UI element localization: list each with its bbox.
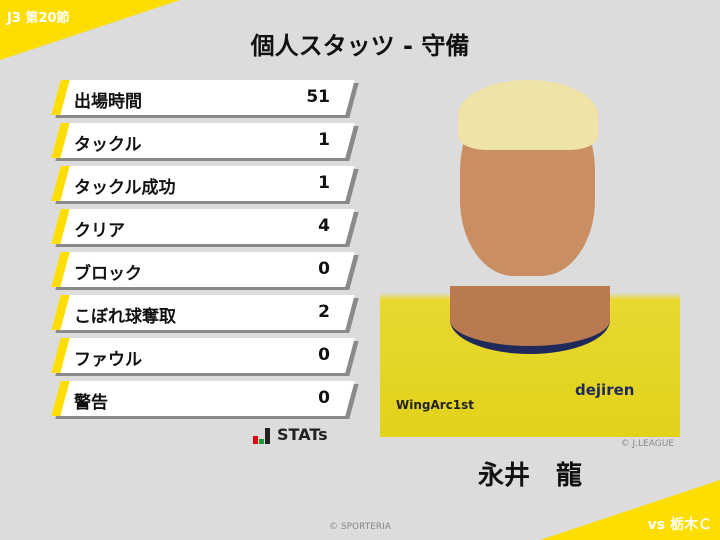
stat-value: 0: [318, 388, 330, 408]
stat-row: タックル成功 1: [51, 166, 359, 204]
stats-logo: STATs: [253, 425, 328, 444]
stat-value: 51: [306, 87, 330, 107]
round-label: J3 第20節: [7, 11, 70, 26]
stat-value: 1: [318, 173, 330, 193]
stat-label: ファウル: [74, 350, 142, 370]
player-photo: WingArc1st dejiren: [380, 76, 680, 437]
stat-value: 1: [318, 130, 330, 150]
stat-label: タックル成功: [74, 178, 176, 198]
stat-value: 4: [318, 216, 330, 236]
stat-value: 0: [318, 259, 330, 279]
sponsor-wingarc: WingArc1st: [396, 398, 475, 412]
photo-credit: © J.LEAGUE: [620, 439, 674, 449]
stat-label: こぼれ球奪取: [74, 307, 176, 327]
stat-row: 警告 0: [51, 381, 359, 419]
copyright: © SPORTERIA: [329, 522, 391, 532]
stat-value: 0: [318, 345, 330, 365]
corner-accent-top: [0, 0, 180, 60]
corner-accent-bottom: [540, 480, 720, 540]
stat-label: タックル: [74, 135, 142, 155]
stat-label: クリア: [74, 221, 125, 241]
player-hair: [458, 80, 598, 150]
opponent-label: vs 栃木Ｃ: [647, 517, 712, 533]
bar-chart-icon: [253, 428, 270, 444]
stat-label: ブロック: [74, 264, 142, 284]
player-name: 永井 龍: [477, 461, 582, 491]
player-collar: [450, 286, 610, 354]
stat-label: 警告: [74, 393, 108, 413]
sponsor-dejiren: dejiren: [575, 381, 635, 399]
page-title: 個人スタッツ - 守備: [250, 32, 470, 60]
stats-logo-text: STATs: [277, 425, 328, 444]
stat-row: タックル 1: [51, 123, 359, 161]
stat-row: クリア 4: [51, 209, 359, 247]
stat-row: こぼれ球奪取 2: [51, 295, 359, 333]
stat-label: 出場時間: [74, 92, 142, 112]
stat-row: 出場時間 51: [51, 80, 359, 118]
stat-row: ファウル 0: [51, 338, 359, 376]
stat-row: ブロック 0: [51, 252, 359, 290]
stat-value: 2: [318, 302, 330, 322]
